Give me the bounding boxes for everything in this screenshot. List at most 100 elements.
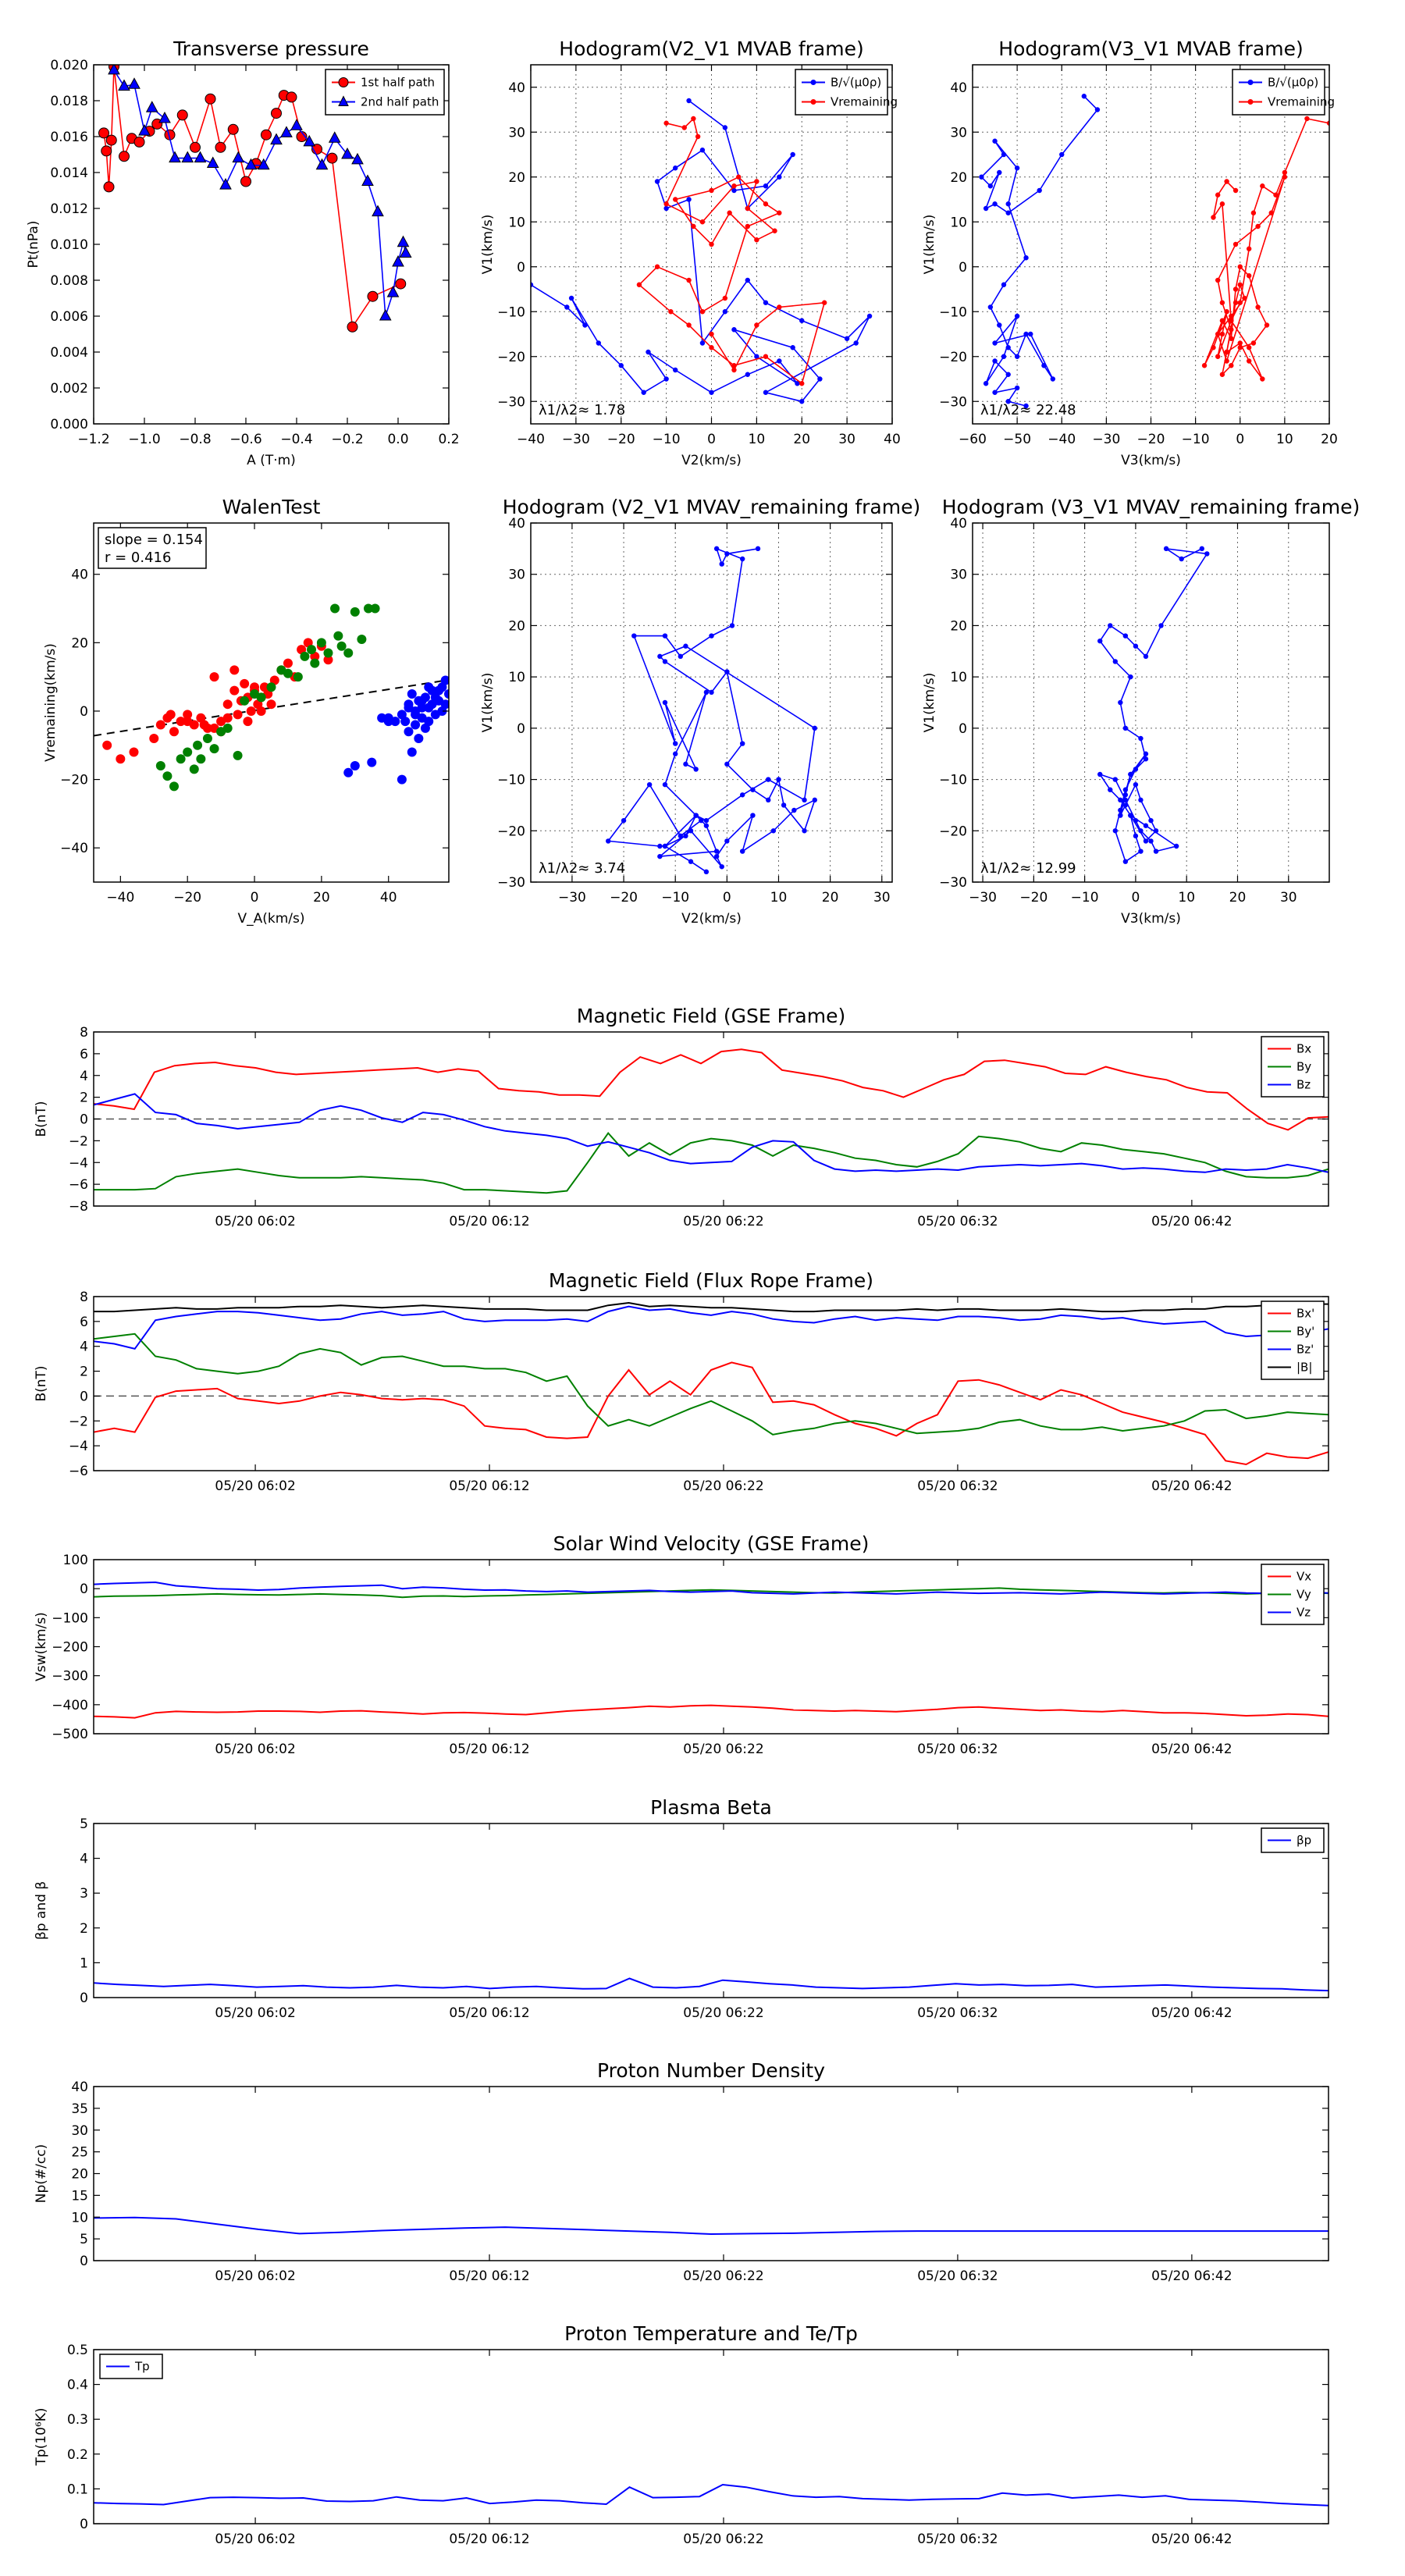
y-tick-label: 0.006: [50, 309, 88, 325]
x-tick-label: 05/20 06:42: [1151, 2268, 1232, 2284]
x-tick-label: 05/20 06:02: [215, 2005, 295, 2021]
data-point: [411, 710, 421, 720]
legend: B/√(μ0ρ) Vremaining: [1232, 69, 1335, 116]
x-tick-label: 05/20 06:02: [215, 2268, 295, 2284]
data-point: [397, 774, 407, 785]
x-tick-label: −1.2: [77, 432, 109, 447]
data-point: [1224, 309, 1229, 315]
data-point: [155, 761, 165, 771]
data-point: [350, 761, 360, 771]
y-tick-label: 40: [71, 2080, 88, 2095]
data-point: [646, 349, 651, 355]
data-point: [754, 322, 759, 328]
legend-frame: [325, 69, 445, 116]
data-point: [181, 151, 194, 163]
data-point: [1143, 823, 1149, 828]
data-point: [437, 706, 447, 716]
data-point: [440, 675, 449, 685]
x-tick-label: 20: [793, 432, 810, 447]
data-point: [713, 853, 720, 859]
series-vremaining: [1201, 116, 1329, 382]
data-point: [1224, 179, 1229, 184]
data-point: [133, 136, 145, 148]
data-point: [739, 741, 745, 746]
data-point: [821, 300, 827, 305]
y-tick-label: 0: [80, 1991, 88, 2006]
data-point: [169, 727, 180, 737]
data-point: [271, 108, 282, 119]
data-point: [1215, 277, 1221, 283]
y-tick-label: 0.018: [50, 94, 88, 109]
data-point: [673, 197, 678, 202]
x-tick-label: −10: [661, 890, 689, 906]
y-tick-label: −20: [497, 350, 525, 365]
y-tick-label: 0.5: [67, 2343, 88, 2358]
data-point: [703, 823, 710, 828]
data-point: [722, 295, 728, 301]
data-point: [853, 340, 859, 346]
data-point: [691, 116, 696, 122]
series-0: [606, 546, 817, 875]
data-point: [1023, 403, 1029, 409]
data-point: [636, 282, 642, 287]
data-point: [709, 331, 714, 337]
data-point: [1023, 331, 1029, 337]
y-tick-label: 0.000: [50, 417, 88, 432]
y-tick-label: 0: [80, 2254, 88, 2269]
legend-marker: [810, 99, 816, 105]
data-point: [1133, 767, 1139, 772]
data-point: [1219, 331, 1225, 337]
data-point: [739, 849, 745, 854]
y-tick-label: 30: [508, 125, 525, 141]
data-point: [1224, 358, 1229, 364]
data-point: [1268, 210, 1274, 215]
data-point: [1081, 94, 1087, 99]
chart-h3: Hodogram (V2_V1 MVAV_remaining frame)−30…: [480, 496, 920, 927]
data-point: [777, 210, 782, 215]
data-point: [1014, 313, 1020, 319]
y-tick-label: −30: [939, 394, 967, 410]
data-point: [1260, 183, 1265, 189]
data-point: [1211, 345, 1216, 350]
series-line: [980, 95, 1099, 407]
data-point: [1215, 354, 1221, 359]
y-tick-label: 20: [950, 170, 967, 186]
data-point: [1133, 817, 1139, 824]
data-point: [209, 744, 219, 754]
legend-label: Bz': [1297, 1343, 1314, 1357]
data-point: [149, 734, 159, 743]
data-point: [1232, 300, 1239, 305]
data-point: [343, 767, 354, 777]
x-tick-label: 0.2: [438, 432, 459, 447]
y-axis-label: B(nT): [34, 1365, 49, 1401]
data-point: [183, 747, 193, 757]
x-tick-label: 10: [749, 432, 766, 447]
y-tick-label: −2: [69, 1133, 88, 1149]
data-point: [119, 151, 130, 162]
series-b-0-: [531, 98, 873, 404]
y-tick-label: 0.016: [50, 130, 88, 145]
data-point: [724, 551, 730, 557]
data-point: [1050, 376, 1056, 382]
y-tick-label: −500: [52, 1727, 88, 1742]
data-point: [1108, 623, 1113, 628]
series-vz: [94, 1581, 1329, 1595]
data-point: [176, 109, 188, 121]
data-point: [699, 309, 706, 315]
x-tick-label: 05/20 06:32: [917, 1742, 998, 1757]
data-point: [1128, 771, 1133, 777]
x-tick-label: 05/20 06:32: [917, 2532, 998, 2547]
lambda-annotation: λ1/λ2≈ 22.48: [980, 402, 1076, 418]
data-point: [1005, 201, 1011, 207]
legend-label: B/√(μ0ρ): [831, 76, 881, 90]
y-tick-label: −10: [497, 304, 525, 320]
legend-label: Bx': [1297, 1307, 1314, 1321]
data-point: [987, 304, 994, 310]
series-line: [1098, 548, 1208, 863]
data-point: [424, 682, 434, 692]
data-point: [193, 740, 203, 750]
plot-area: [973, 65, 1329, 424]
plot-area: [94, 1048, 1329, 1194]
lambda-annotation: λ1/λ2≈ 12.99: [980, 860, 1076, 877]
x-tick-label: 05/20 06:02: [215, 1478, 295, 1494]
